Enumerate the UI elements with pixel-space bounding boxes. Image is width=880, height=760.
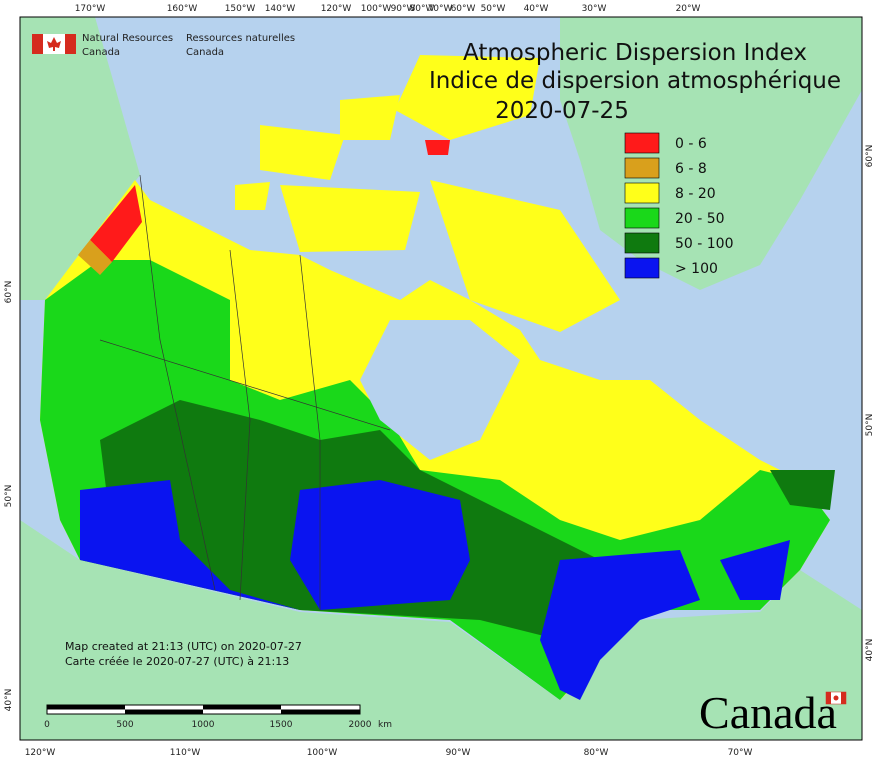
scale-segment <box>47 705 125 710</box>
frame <box>19 16 863 741</box>
lon-label: 100°W <box>361 4 392 14</box>
lon-label: 40°W <box>524 4 549 14</box>
alaska <box>20 17 140 300</box>
scale-label: 1000 <box>192 720 215 730</box>
country-en: Canada <box>82 47 120 58</box>
flag-bar <box>826 692 831 704</box>
lon-label: 70°W <box>428 4 453 14</box>
agency-fr: Ressources naturelles <box>186 33 295 44</box>
legend-label: 20 - 50 <box>675 211 725 227</box>
scale-segment <box>125 709 203 714</box>
title-fr: Indice de dispersion atmosphérique <box>429 68 841 94</box>
scale-bar: 0 500 1000 1500 2000 km <box>44 704 392 730</box>
legend-label: 50 - 100 <box>675 236 734 252</box>
legend-swatch <box>624 232 660 254</box>
note-fr: Carte créée le 2020-07-27 (UTC) à 21:13 <box>65 655 289 668</box>
lon-label: 140°W <box>265 4 296 14</box>
map-date: 2020-07-25 <box>495 98 629 124</box>
legend-swatch <box>624 207 660 229</box>
legend-label: 0 - 6 <box>675 136 707 152</box>
scale-label: 2000 <box>349 720 372 730</box>
lon-label: 60°W <box>451 4 476 14</box>
lon-label: 20°W <box>676 4 701 14</box>
map <box>20 17 862 740</box>
lon-label: 160°W <box>167 4 198 14</box>
lon-label: 50°W <box>481 4 506 14</box>
lon-label: 80°W <box>410 4 435 14</box>
flag-bar <box>841 692 846 704</box>
country-fr: Canada <box>186 47 224 58</box>
wordmark: Canada <box>699 687 837 738</box>
zone-6-8 <box>78 240 112 275</box>
lon-label: 100°W <box>307 748 338 758</box>
arctic-islands <box>235 55 620 332</box>
lon-label: 80°W <box>584 748 609 758</box>
lat-label: 60°N <box>865 145 875 168</box>
legend-label: > 100 <box>675 261 718 277</box>
lon-label: 110°W <box>170 748 201 758</box>
lon-label: 120°W <box>25 748 56 758</box>
lon-label: 70°W <box>728 748 753 758</box>
lon-label: 90°W <box>391 4 416 14</box>
lon-label: 90°W <box>446 748 471 758</box>
legend-swatch <box>624 157 660 179</box>
lon-label: 120°W <box>321 4 352 14</box>
agency-en: Natural Resources <box>82 33 173 44</box>
legend-swatch <box>624 182 660 204</box>
scale-unit: km <box>378 720 392 730</box>
nrcan-signature: Natural Resources Canada Ressources natu… <box>32 33 295 58</box>
lon-label: 170°W <box>75 4 106 14</box>
legend-swatch <box>624 257 660 279</box>
zone-over-100 <box>80 480 790 700</box>
lat-label: 60°N <box>4 281 14 304</box>
legend-label: 8 - 20 <box>675 186 716 202</box>
lon-label: 150°W <box>225 4 256 14</box>
flag-bar <box>65 34 76 54</box>
lat-label: 40°N <box>865 639 875 662</box>
graticule-labels: 170°W 160°W 150°W 140°W 120°W 100°W 90°W… <box>4 4 875 758</box>
maple-leaf <box>47 37 61 51</box>
lon-label: 30°W <box>582 4 607 14</box>
lat-label: 40°N <box>4 689 14 712</box>
note-en: Map created at 21:13 (UTC) on 2020-07-27 <box>65 640 302 653</box>
scale-label: 0 <box>44 720 50 730</box>
scale-segment <box>281 709 360 714</box>
scale-label: 1500 <box>270 720 293 730</box>
legend-swatch <box>624 132 660 154</box>
zone-50-100 <box>100 400 835 640</box>
legend-label: 6 - 8 <box>675 161 707 177</box>
united-states <box>20 520 862 740</box>
canada-wordmark: Canada <box>699 687 847 738</box>
boundaries <box>99 174 391 610</box>
title-en: Atmospheric Dispersion Index <box>463 40 807 66</box>
scale-label: 500 <box>116 720 133 730</box>
scale-segment <box>203 705 281 710</box>
lat-label: 50°N <box>4 485 14 508</box>
legend: 0 - 6 6 - 8 8 - 20 20 - 50 50 - 100 > 100 <box>624 132 734 279</box>
flag-bar <box>32 34 43 54</box>
maple-leaf <box>833 695 839 701</box>
hudson-bay <box>360 320 520 460</box>
lat-label: 50°N <box>865 414 875 437</box>
